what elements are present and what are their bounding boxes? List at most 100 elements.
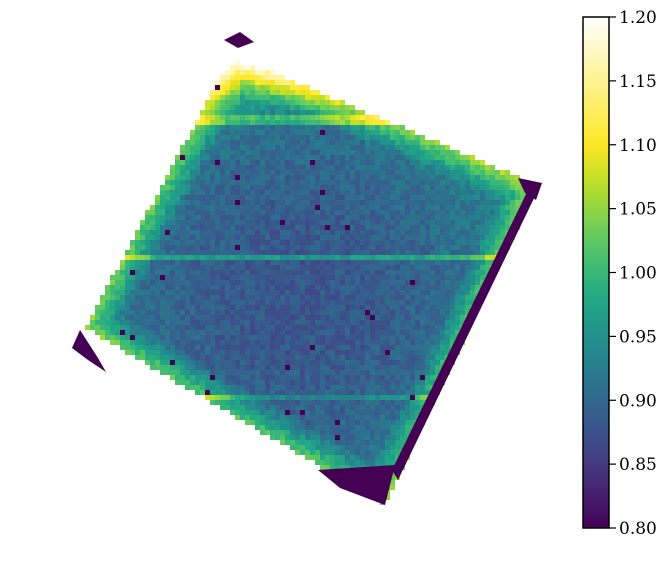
heatmap-cell — [240, 290, 245, 295]
heatmap-cell — [285, 325, 290, 330]
heatmap-cell — [430, 265, 435, 270]
heatmap-cell — [195, 215, 200, 220]
heatmap-cell — [515, 175, 520, 180]
heatmap-cell — [500, 230, 505, 235]
heatmap-cell — [265, 140, 270, 145]
heatmap-cell — [405, 410, 410, 415]
heatmap-cell — [335, 130, 340, 135]
heatmap-cell — [450, 335, 455, 340]
heatmap-cell — [115, 270, 120, 275]
heatmap-cell — [345, 400, 350, 405]
heatmap-cell — [125, 345, 130, 350]
heatmap-cell — [240, 275, 245, 280]
heatmap-cell — [125, 285, 130, 290]
heatmap-cell — [375, 390, 380, 395]
heatmap-cell — [325, 295, 330, 300]
heatmap-cell — [420, 135, 425, 140]
heatmap-cell — [345, 395, 350, 400]
heatmap-cell — [280, 260, 285, 265]
heatmap-cell — [160, 265, 165, 270]
heatmap-cell — [395, 450, 400, 455]
heatmap-cell — [425, 145, 430, 150]
heatmap-cell — [460, 220, 465, 225]
heatmap-cell — [455, 310, 460, 315]
heatmap-cell — [295, 285, 300, 290]
heatmap-cell — [360, 140, 365, 145]
heatmap-cell — [425, 295, 430, 300]
heatmap-cell — [395, 210, 400, 215]
heatmap-cell — [280, 285, 285, 290]
heatmap-cell — [390, 290, 395, 295]
heatmap-cell — [355, 350, 360, 355]
heatmap-cell — [410, 185, 415, 190]
heatmap-cell — [290, 165, 295, 170]
heatmap-cell — [255, 80, 260, 85]
heatmap-cell — [440, 155, 445, 160]
heatmap-cell — [450, 260, 455, 265]
heatmap-cell — [265, 115, 270, 120]
heatmap-cell — [460, 175, 465, 180]
heatmap-cell — [215, 245, 220, 250]
heatmap-cell — [400, 315, 405, 320]
heatmap-cell — [340, 350, 345, 355]
heatmap-cell — [365, 230, 370, 235]
heatmap-cell — [260, 335, 265, 340]
heatmap-cell — [215, 120, 220, 125]
heatmap-cell — [315, 150, 320, 155]
heatmap-cell — [340, 120, 345, 125]
heatmap-cell — [225, 225, 230, 230]
heatmap-cell — [450, 175, 455, 180]
heatmap-cell — [275, 85, 280, 90]
heatmap-cell — [380, 225, 385, 230]
heatmap-cell — [430, 335, 435, 340]
heatmap-cell — [305, 240, 310, 245]
heatmap-cell — [390, 435, 395, 440]
heatmap-cell — [390, 320, 395, 325]
heatmap-cell — [435, 190, 440, 195]
heatmap-cell — [355, 355, 360, 360]
heatmap-cell — [320, 345, 325, 350]
heatmap-cell — [315, 310, 320, 315]
heatmap-cell — [415, 275, 420, 280]
heatmap-cell — [425, 365, 430, 370]
heatmap-cell — [380, 260, 385, 265]
heatmap-cell — [215, 115, 220, 120]
heatmap-cell — [340, 200, 345, 205]
heatmap-cell — [350, 405, 355, 410]
heatmap-cell — [460, 210, 465, 215]
heatmap-cell — [495, 230, 500, 235]
heatmap-cell — [395, 370, 400, 375]
heatmap-cell — [145, 260, 150, 265]
heatmap-cell — [270, 355, 275, 360]
heatmap-cell — [485, 195, 490, 200]
heatmap-cell — [240, 130, 245, 135]
heatmap-cell — [285, 185, 290, 190]
heatmap-cell — [275, 190, 280, 195]
heatmap-cell — [270, 135, 275, 140]
heatmap-cell — [300, 140, 305, 145]
heatmap-cell — [330, 225, 335, 230]
heatmap-cell — [390, 310, 395, 315]
heatmap-cell — [405, 240, 410, 245]
heatmap-cell — [100, 335, 105, 340]
heatmap-cell — [210, 160, 215, 165]
heatmap-cell — [160, 260, 165, 265]
heatmap-cell — [335, 280, 340, 285]
heatmap-cell — [330, 125, 335, 130]
heatmap-cell — [405, 245, 410, 250]
heatmap-cell — [115, 285, 120, 290]
heatmap-cell — [425, 235, 430, 240]
heatmap-cell — [180, 340, 185, 345]
heatmap-cell — [335, 305, 340, 310]
heatmap-cell — [375, 365, 380, 370]
heatmap-cell — [350, 325, 355, 330]
heatmap-cell — [230, 80, 235, 85]
heatmap-cell — [270, 120, 275, 125]
heatmap-cell — [370, 135, 375, 140]
heatmap-cell — [240, 155, 245, 160]
heatmap-cell — [180, 350, 185, 355]
heatmap-cell — [340, 165, 345, 170]
heatmap-cell — [280, 330, 285, 335]
heatmap-cell — [340, 260, 345, 265]
heatmap-cell — [330, 365, 335, 370]
